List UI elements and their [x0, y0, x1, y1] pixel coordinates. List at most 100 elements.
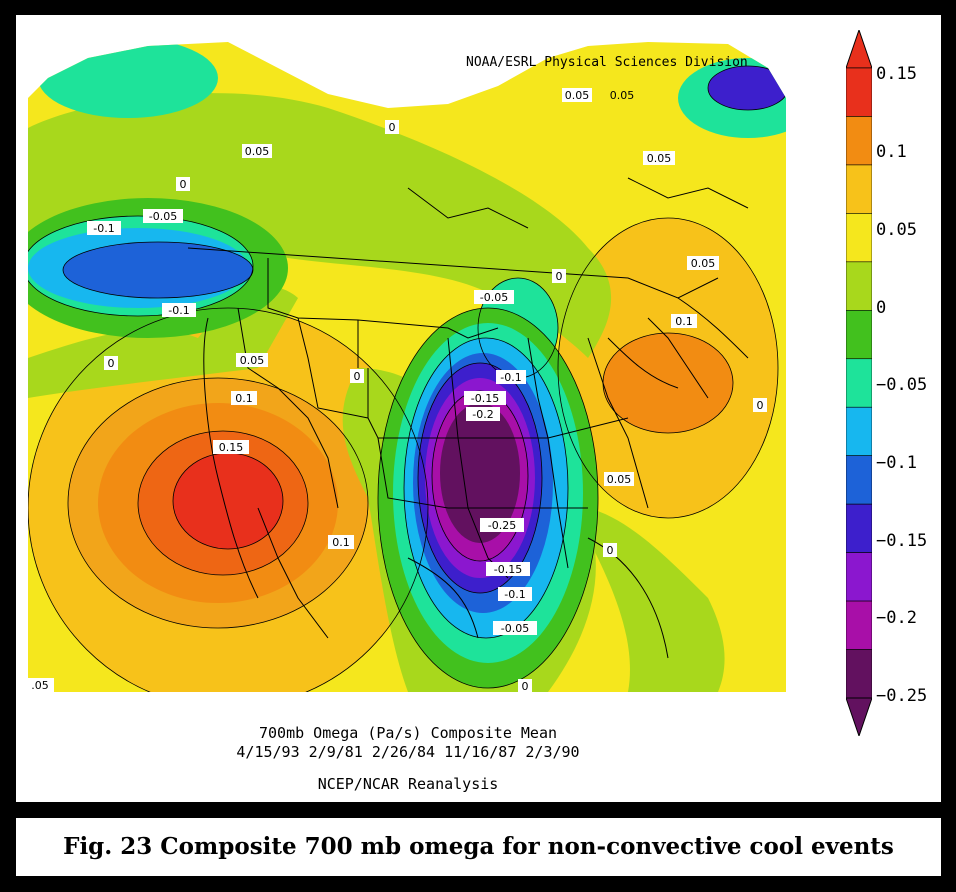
- contour-label: 0.05: [242, 144, 272, 158]
- color-bar: [846, 30, 872, 736]
- svg-text:0.05: 0.05: [691, 257, 716, 270]
- svg-text:-0.1: -0.1: [500, 371, 521, 384]
- contour-label: 0.05: [687, 256, 719, 270]
- color-bar-upper-arrow: [846, 30, 872, 69]
- svg-text:0.05: 0.05: [607, 473, 632, 486]
- color-bar-swatch: [846, 503, 872, 553]
- color-bar-swatch: [846, 552, 872, 602]
- svg-text:-0.25: -0.25: [488, 519, 516, 532]
- contour-label: 0.05: [604, 472, 634, 486]
- contour-lines: [28, 65, 786, 692]
- contour-label-group: 0.05 0 0.05 0 -0.05 -0.1 -0.1 0 0.05 0.1…: [28, 88, 767, 692]
- map-title-line3: NCEP/NCAR Reanalysis: [317, 775, 499, 793]
- contour-label: -0.1: [162, 303, 196, 317]
- contour-label: 0.05: [643, 151, 675, 165]
- color-bar-label: −0.15: [876, 531, 928, 551]
- contour-label: -0.15: [486, 562, 530, 576]
- color-bar-swatch: [846, 164, 872, 214]
- omega-map: 0.05 0 0.05 0 -0.05 -0.1 -0.1 0 0.05 0.1…: [28, 42, 786, 692]
- contour-label: 0.1: [671, 314, 697, 328]
- svg-text:0: 0: [180, 178, 187, 191]
- contour-label: 0: [176, 177, 190, 191]
- svg-text:0.05: 0.05: [245, 145, 270, 158]
- omega-zero-band-north: [28, 93, 612, 358]
- svg-text:0.1: 0.1: [235, 392, 253, 405]
- contour-label: 0: [518, 679, 532, 692]
- omega-positive-west-0.15: [173, 453, 283, 549]
- color-bar-label: −0.2: [876, 608, 917, 628]
- omega-zero-band-se: [588, 508, 725, 692]
- political-boundaries: [187, 177, 749, 659]
- color-bar-label: 0.1: [876, 142, 907, 162]
- figure-caption-box: Fig. 23 Composite 700 mb omega for non-c…: [16, 818, 941, 876]
- contour-label: -0.05: [474, 290, 514, 304]
- svg-text:-0.2: -0.2: [472, 408, 493, 421]
- svg-text:0.05: 0.05: [647, 152, 672, 165]
- color-bar-swatch: [846, 116, 872, 166]
- contour-label: 0: [552, 269, 566, 283]
- color-bar-swatch: [846, 406, 872, 456]
- color-bar-swatch: [846, 649, 872, 699]
- svg-text:-0.05: -0.05: [149, 210, 177, 223]
- contour-label: .05: [28, 678, 54, 692]
- color-bar-lower-arrow: [846, 697, 872, 736]
- svg-text:0.05: 0.05: [240, 354, 265, 367]
- svg-text:0: 0: [556, 270, 563, 283]
- contour-label: 0: [104, 356, 118, 370]
- contour-label: 0.05: [562, 88, 592, 102]
- color-bar-swatch: [846, 67, 872, 117]
- omega-negative-nw-0.1: [63, 242, 253, 298]
- omega-negative-top-left: [38, 42, 218, 118]
- color-bar-label: −0.1: [876, 453, 917, 473]
- svg-text:-0.1: -0.1: [504, 588, 525, 601]
- omega-positive-east-0.1: [603, 333, 733, 433]
- figure-caption: Fig. 23 Composite 700 mb omega for non-c…: [63, 833, 894, 860]
- contour-label: -0.15: [464, 391, 506, 405]
- color-bar-label: 0.05: [876, 220, 917, 240]
- color-bar-label: 0: [876, 298, 887, 318]
- color-bar-swatch: [846, 213, 872, 263]
- contour-label: -0.1: [496, 370, 526, 384]
- svg-text:0.1: 0.1: [332, 536, 350, 549]
- color-bar-swatch: [846, 310, 872, 360]
- svg-text:0.05: 0.05: [565, 89, 590, 102]
- contour-label: 0: [753, 398, 767, 412]
- contour-label: 0.05: [236, 353, 268, 367]
- color-bar-swatch: [846, 358, 872, 408]
- svg-text:-0.05: -0.05: [501, 622, 529, 635]
- contour-label: 0.15: [213, 440, 249, 454]
- svg-text:0.1: 0.1: [675, 315, 693, 328]
- svg-text:0: 0: [522, 680, 529, 692]
- svg-text:-0.1: -0.1: [168, 304, 189, 317]
- contour-label: 0.1: [231, 391, 257, 405]
- contour-label: -0.05: [143, 209, 183, 223]
- svg-text:0: 0: [108, 357, 115, 370]
- omega-negative-top-right-core: [708, 66, 786, 110]
- svg-text:0.05: 0.05: [610, 89, 635, 102]
- map-title-line2: 4/15/93 2/9/81 2/26/84 11/16/87 2/3/90: [236, 743, 580, 761]
- contour-label: -0.25: [480, 518, 524, 532]
- contour-label: 0: [603, 543, 617, 557]
- color-bar-label: 0.15: [876, 64, 917, 84]
- svg-text:-0.15: -0.15: [471, 392, 499, 405]
- contour-label: 0.1: [328, 535, 354, 549]
- svg-text:.05: .05: [31, 679, 49, 692]
- svg-text:-0.05: -0.05: [480, 291, 508, 304]
- svg-text:-0.1: -0.1: [93, 222, 114, 235]
- contour-label: -0.1: [498, 587, 532, 601]
- contour-label: -0.1: [87, 221, 121, 235]
- contour-label: -0.05: [493, 621, 537, 635]
- svg-text:0: 0: [389, 121, 396, 134]
- color-bar-swatch: [846, 261, 872, 311]
- svg-text:-0.15: -0.15: [494, 563, 522, 576]
- contour-label: 0: [350, 369, 364, 383]
- contour-label: -0.2: [466, 407, 500, 421]
- data-source-credit: NOAA/ESRL Physical Sciences Division: [466, 55, 748, 70]
- map-title-line1: 700mb Omega (Pa/s) Composite Mean: [258, 724, 557, 742]
- svg-text:0: 0: [757, 399, 764, 412]
- svg-text:0.15: 0.15: [219, 441, 244, 454]
- color-bar-label: −0.05: [876, 375, 928, 395]
- color-bar-swatch: [846, 600, 872, 650]
- color-bar-swatch: [846, 455, 872, 505]
- svg-text:0: 0: [607, 544, 614, 557]
